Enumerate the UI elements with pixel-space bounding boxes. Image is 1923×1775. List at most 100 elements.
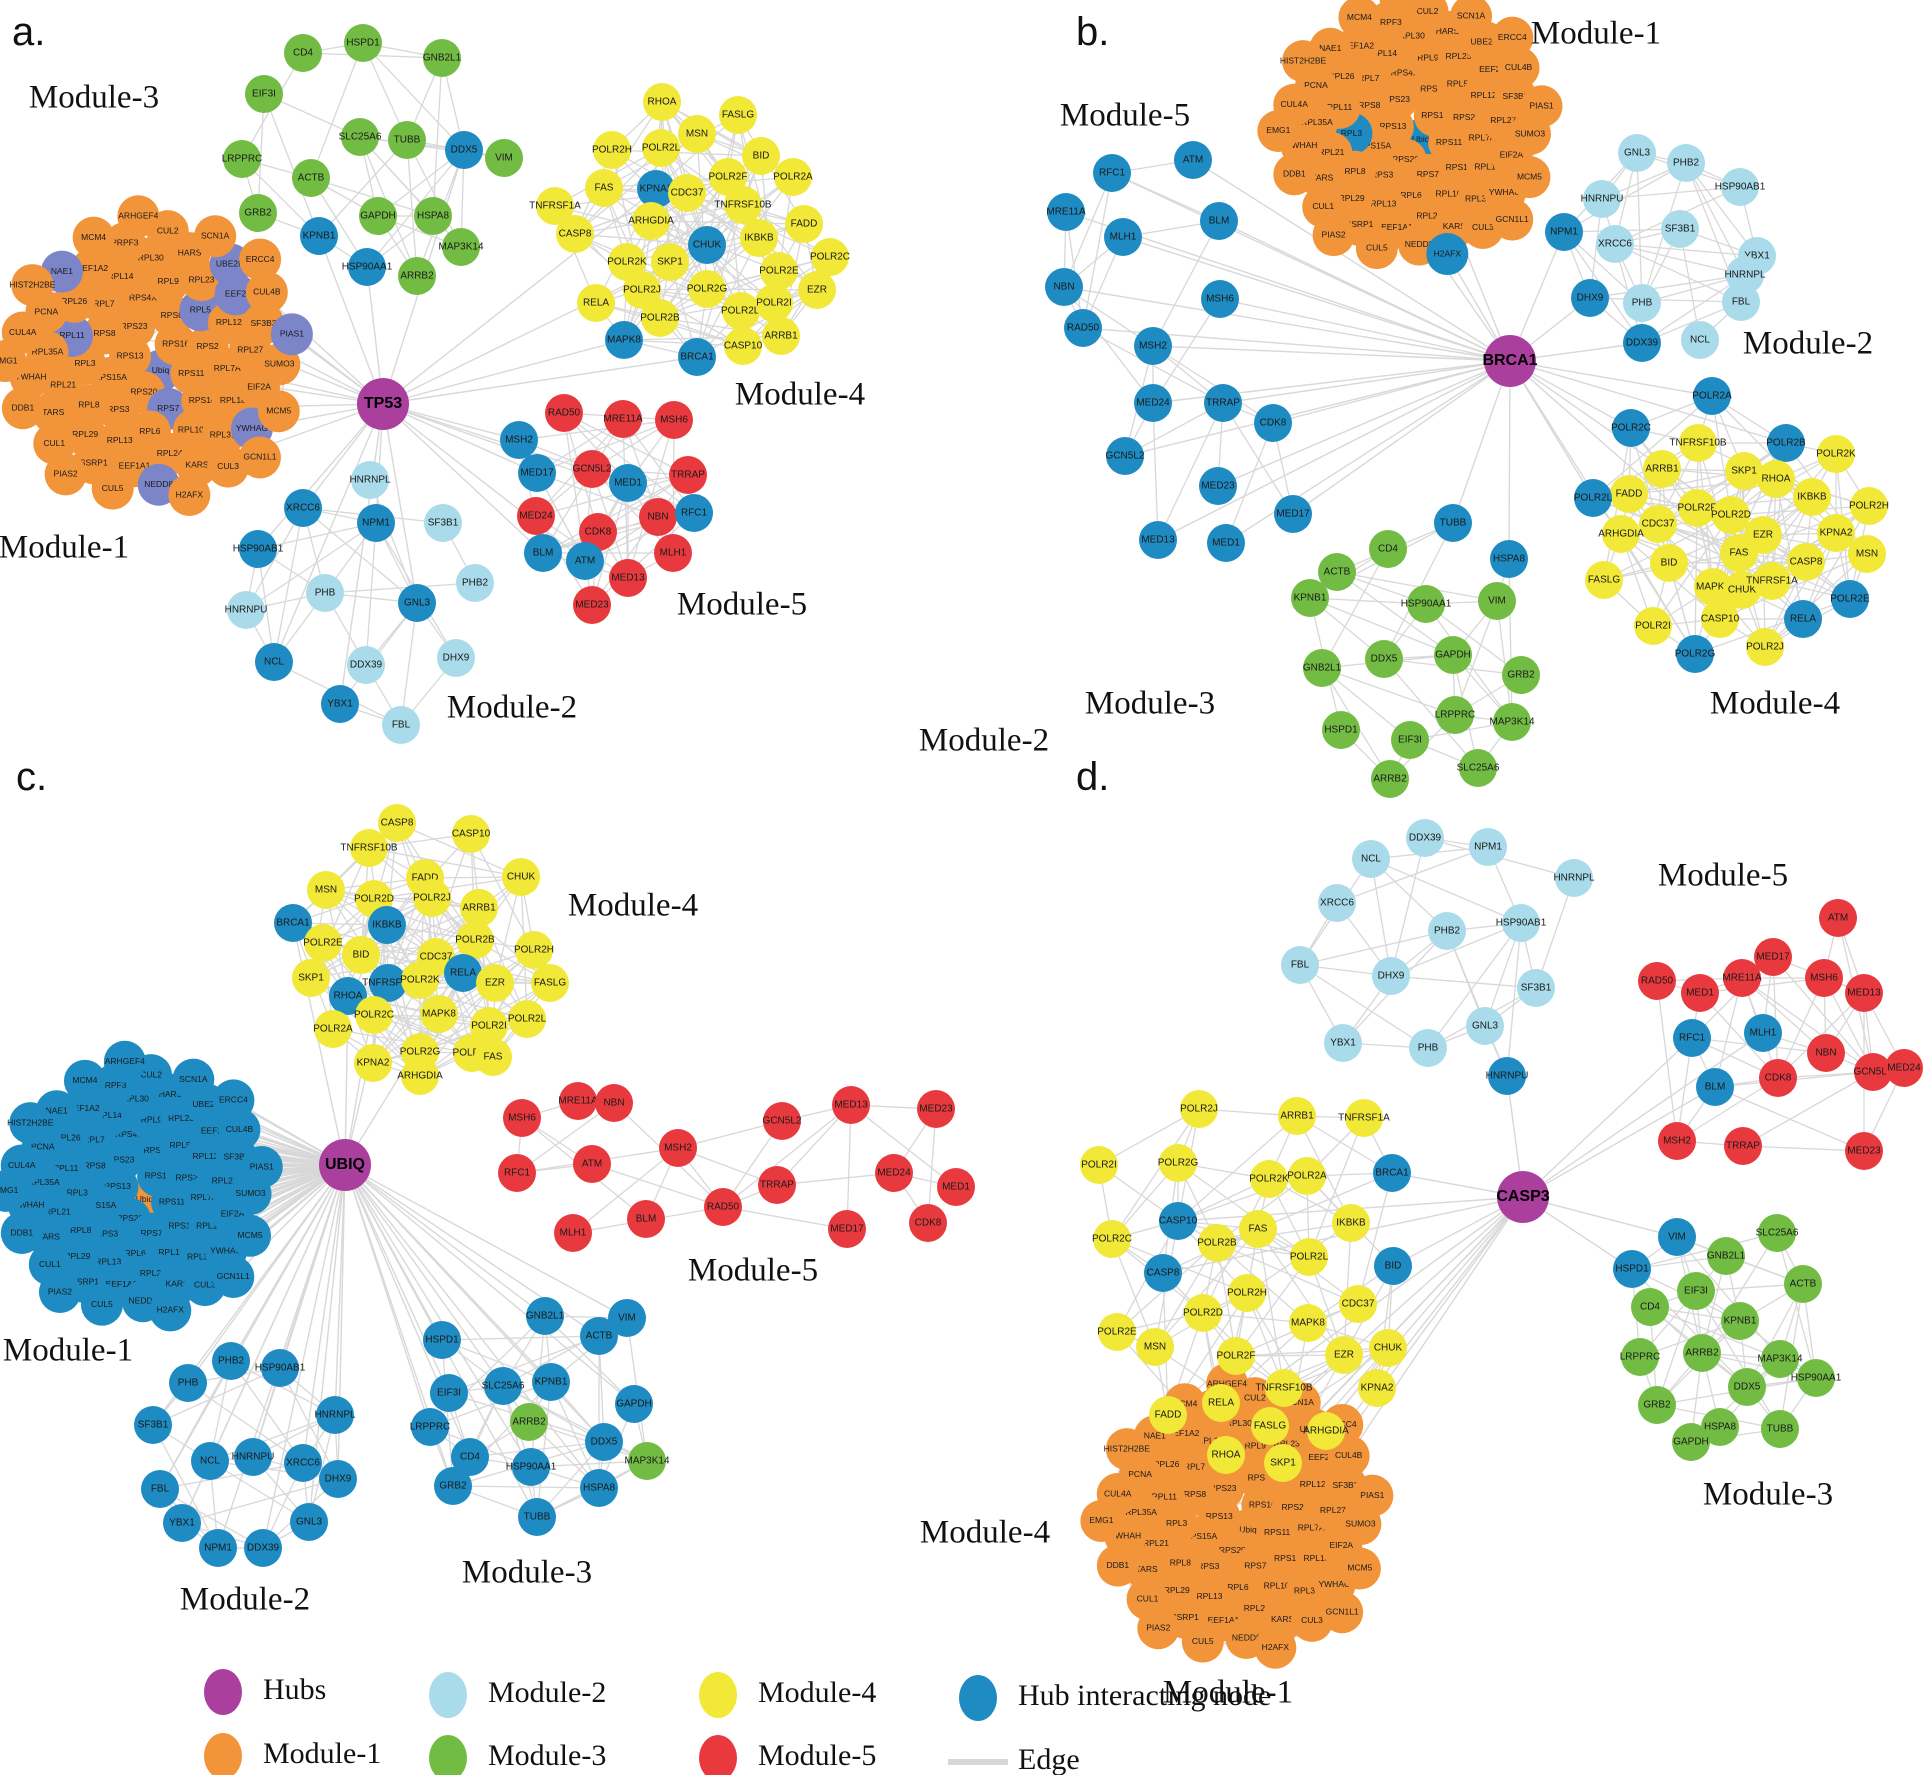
node-FADD[interactable]: FADD	[1610, 475, 1648, 513]
node-DDB1[interactable]: DDB1	[0, 1212, 43, 1255]
node-TUBB[interactable]: TUBB	[388, 121, 426, 159]
node-XRCC6[interactable]: XRCC6	[284, 489, 322, 527]
node-FBL[interactable]: FBL	[1722, 283, 1760, 321]
node-HSPA8[interactable]: HSPA8	[580, 1469, 618, 1507]
node-KPNA2[interactable]: KPNA2	[354, 1044, 392, 1082]
node-DDX39[interactable]: DDX39	[347, 646, 385, 684]
node-HSP90AB1[interactable]: HSP90AB1	[233, 530, 284, 568]
node-DDB1[interactable]: DDB1	[1096, 1544, 1139, 1587]
node-CUL5[interactable]: CUL5	[1181, 1620, 1224, 1663]
node-PIAS1[interactable]: PIAS1	[1520, 85, 1563, 128]
node-MLH1[interactable]: MLH1	[1744, 1014, 1782, 1052]
node-GCN1L1[interactable]: GCN1L1	[1321, 1591, 1364, 1634]
node-CDK8[interactable]: CDK8	[1759, 1059, 1797, 1097]
node-H2AFX[interactable]: H2AFX	[1426, 233, 1469, 276]
node-MED13[interactable]: MED13	[609, 559, 647, 597]
node-ACTB[interactable]: ACTB	[292, 159, 330, 197]
node-CDK8[interactable]: CDK8	[1254, 404, 1292, 442]
node-ATM[interactable]: ATM	[1819, 899, 1857, 937]
node-NBN[interactable]: NBN	[639, 498, 677, 536]
node-FBL[interactable]: FBL	[141, 1470, 179, 1508]
node-SKP1[interactable]: SKP1	[651, 243, 689, 281]
node-PIAS1[interactable]: PIAS1	[270, 313, 313, 356]
node-MED17[interactable]: MED17	[518, 454, 556, 492]
node-HSPD1[interactable]: HSPD1	[1613, 1250, 1651, 1288]
node-POLR2F[interactable]: POLR2F	[1678, 489, 1717, 527]
node-DHX9[interactable]: DHX9	[1571, 279, 1609, 317]
node-GCN1L1[interactable]: GCN1L1	[212, 1255, 255, 1298]
node-MAPK8[interactable]: MAPK8	[1289, 1304, 1327, 1342]
node-BLM[interactable]: BLM	[524, 534, 562, 572]
node-RELA[interactable]: RELA	[1202, 1384, 1240, 1422]
node-MSH2[interactable]: MSH2	[1658, 1122, 1696, 1160]
node-BLM[interactable]: BLM	[627, 1200, 665, 1238]
node-BRCA1[interactable]: BRCA1	[678, 338, 716, 376]
node-POLR2L[interactable]: POLR2L	[1290, 1238, 1329, 1276]
node-GNL3[interactable]: GNL3	[290, 1503, 328, 1541]
node-MCM5[interactable]: MCM5	[1338, 1547, 1381, 1590]
node-POLR2K[interactable]: POLR2K	[1816, 435, 1856, 473]
node-NPM1[interactable]: NPM1	[1545, 213, 1583, 251]
hub-TP53[interactable]: TP53	[357, 378, 409, 430]
node-RFC1[interactable]: RFC1	[1673, 1019, 1711, 1057]
node-PHB2[interactable]: PHB2	[212, 1342, 250, 1380]
node-FBL[interactable]: FBL	[1281, 946, 1319, 984]
node-NPM1[interactable]: NPM1	[357, 504, 395, 542]
node-ARRB2[interactable]: ARRB2	[510, 1403, 548, 1441]
node-PHB[interactable]: PHB	[306, 574, 344, 612]
node-H2AFX[interactable]: H2AFX	[168, 474, 211, 517]
node-FASLG[interactable]: FASLG	[531, 964, 569, 1002]
node-GRB2[interactable]: GRB2	[1502, 656, 1540, 694]
node-MED23[interactable]: MED23	[917, 1090, 955, 1128]
node-NBN[interactable]: NBN	[1045, 268, 1083, 306]
node-HNRNPU[interactable]: HNRNPU	[232, 1438, 275, 1476]
node-MED23[interactable]: MED23	[1199, 467, 1237, 505]
node-POLR2C[interactable]: POLR2C	[810, 238, 850, 276]
node-NCL[interactable]: NCL	[255, 643, 293, 681]
node-EZR[interactable]: EZR	[476, 964, 514, 1002]
node-POLR2I[interactable]: POLR2I	[1080, 1146, 1118, 1184]
node-CD4[interactable]: CD4	[1369, 530, 1407, 568]
node-ERCC4[interactable]: ERCC4	[1491, 16, 1534, 59]
node-GNL3[interactable]: GNL3	[1618, 134, 1656, 172]
node-BID[interactable]: BID	[1374, 1247, 1412, 1285]
node-HSPD1[interactable]: HSPD1	[423, 1321, 461, 1359]
node-ARRB1[interactable]: ARRB1	[762, 317, 800, 355]
node-POLR2A[interactable]: POLR2A	[773, 158, 813, 196]
node-GNB2L1[interactable]: GNB2L1	[1303, 649, 1342, 687]
node-XRCC6[interactable]: XRCC6	[284, 1444, 322, 1482]
node-MSN[interactable]: MSN	[678, 115, 716, 153]
node-MED24[interactable]: MED24	[517, 497, 555, 535]
node-GRB2[interactable]: GRB2	[239, 194, 277, 232]
node-POLR2E[interactable]: POLR2E	[1830, 580, 1870, 618]
node-CUL5[interactable]: CUL5	[1355, 227, 1398, 270]
node-H2AFX[interactable]: H2AFX	[149, 1289, 192, 1332]
node-CHUK[interactable]: CHUK	[688, 226, 726, 264]
node-RELA[interactable]: RELA	[1784, 600, 1822, 638]
node-MED24[interactable]: MED24	[1134, 384, 1172, 422]
node-MLH1[interactable]: MLH1	[1104, 218, 1142, 256]
node-MAP3K14[interactable]: MAP3K14	[1489, 703, 1535, 741]
node-NPM1[interactable]: NPM1	[1469, 828, 1507, 866]
node-EIF3I[interactable]: EIF3I	[1677, 1272, 1715, 1310]
node-FAS[interactable]: FAS	[1720, 534, 1758, 572]
node-PIAS2[interactable]: PIAS2	[44, 453, 87, 496]
node-XRCC6[interactable]: XRCC6	[1596, 225, 1634, 263]
node-MSH2[interactable]: MSH2	[500, 421, 538, 459]
node-MSH6[interactable]: MSH6	[1805, 959, 1843, 997]
node-POLR2G[interactable]: POLR2G	[1158, 1144, 1199, 1182]
node-MED17[interactable]: MED17	[828, 1210, 866, 1248]
node-TRRAP[interactable]: TRRAP	[758, 1166, 796, 1204]
node-MCM4[interactable]: MCM4	[72, 216, 115, 259]
node-EMG1[interactable]: EMG1	[1257, 109, 1300, 152]
node-CUL5[interactable]: CUL5	[91, 467, 134, 510]
node-DDX39[interactable]: DDX39	[1623, 324, 1661, 362]
node-POLR2K[interactable]: POLR2K	[1249, 1160, 1289, 1198]
node-FAS[interactable]: FAS	[585, 169, 623, 207]
node-MED23[interactable]: MED23	[573, 586, 611, 624]
node-RFC1[interactable]: RFC1	[675, 494, 713, 532]
node-POLR2I[interactable]: POLR2I	[755, 284, 793, 322]
node-ACTB[interactable]: ACTB	[1784, 1265, 1822, 1303]
node-IKBKB[interactable]: IKBKB	[1793, 478, 1831, 516]
node-DHX9[interactable]: DHX9	[437, 639, 475, 677]
